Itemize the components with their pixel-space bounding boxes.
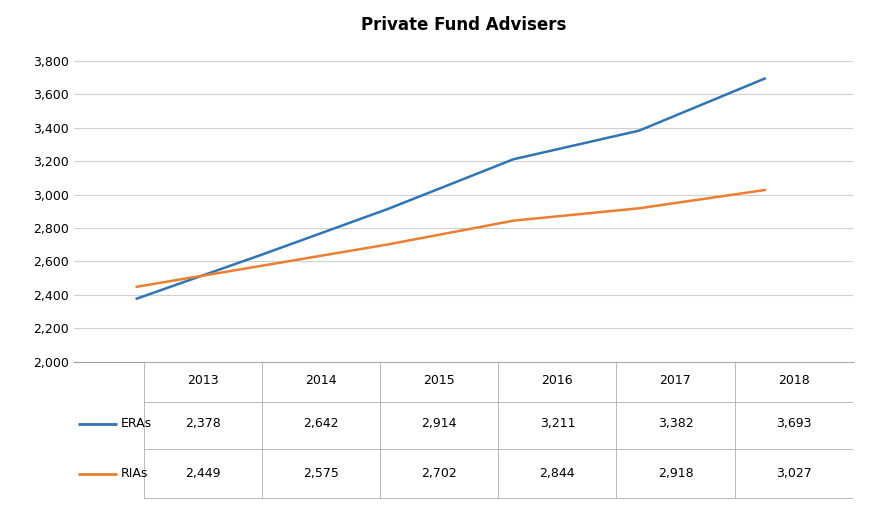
Text: 3,693: 3,693 bbox=[775, 417, 811, 431]
Text: 2014: 2014 bbox=[305, 374, 336, 387]
Text: RIAs: RIAs bbox=[121, 467, 148, 480]
Title: Private Fund Advisers: Private Fund Advisers bbox=[360, 16, 566, 34]
Text: 2,918: 2,918 bbox=[657, 467, 693, 480]
Text: 3,382: 3,382 bbox=[657, 417, 693, 431]
Text: 2016: 2016 bbox=[541, 374, 573, 387]
Text: 2,914: 2,914 bbox=[421, 417, 456, 431]
Text: 2,378: 2,378 bbox=[185, 417, 221, 431]
Text: 2018: 2018 bbox=[777, 374, 808, 387]
Text: 2,449: 2,449 bbox=[185, 467, 221, 480]
Text: 2,575: 2,575 bbox=[303, 467, 339, 480]
Text: 2,702: 2,702 bbox=[421, 467, 456, 480]
Text: ERAs: ERAs bbox=[121, 417, 151, 431]
Text: 2015: 2015 bbox=[423, 374, 454, 387]
Text: 2,844: 2,844 bbox=[539, 467, 574, 480]
Text: 2013: 2013 bbox=[187, 374, 219, 387]
Text: 2,642: 2,642 bbox=[303, 417, 339, 431]
Text: 2017: 2017 bbox=[659, 374, 691, 387]
Text: 3,027: 3,027 bbox=[775, 467, 811, 480]
Text: 3,211: 3,211 bbox=[539, 417, 574, 431]
